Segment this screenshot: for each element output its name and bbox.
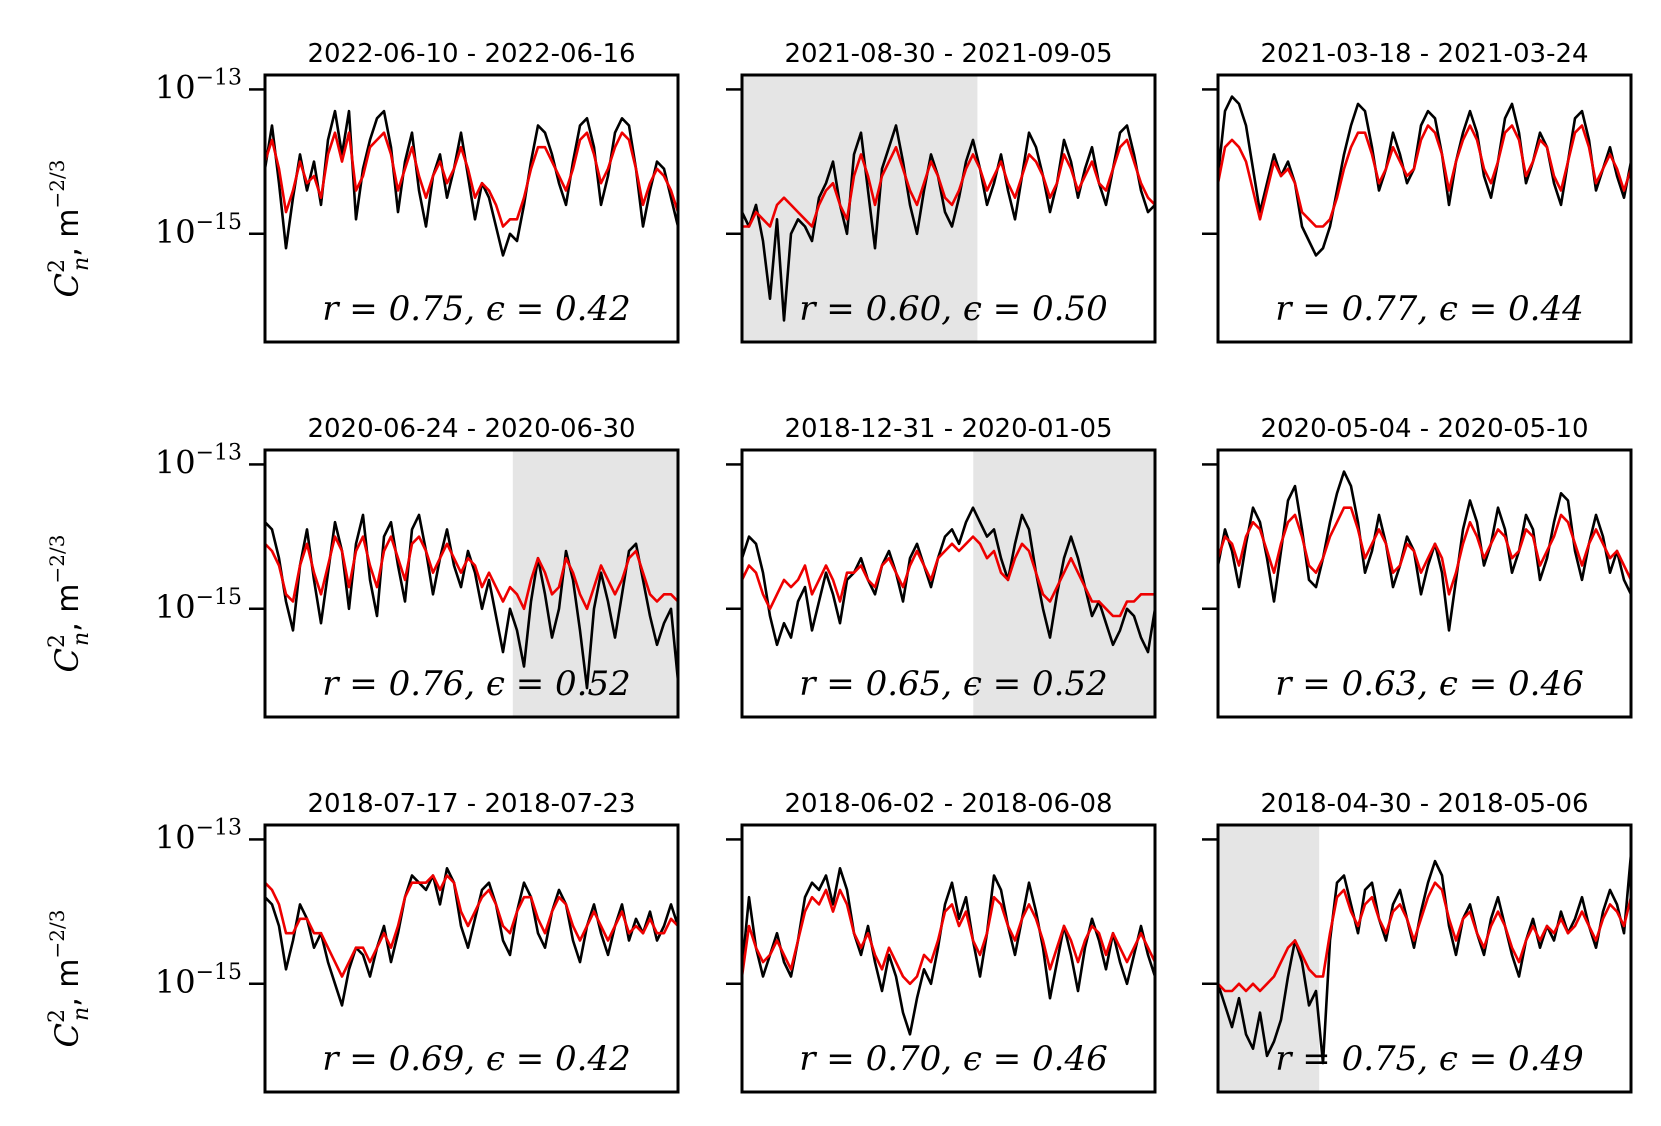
stat-annotation: r = 0.75, ϵ = 0.49 (1275, 1039, 1584, 1079)
y-tick-label: 10−15 (155, 585, 242, 626)
panel-3: 2021-03-18 - 2021-03-24 r = 0.77, ϵ = 0.4… (1202, 39, 1633, 344)
panel-1: 2022-06-10 - 2022-06-16 r = 0.75, ϵ = 0.4… (45, 39, 680, 344)
series-observed (742, 124, 1155, 322)
stat-annotation: r = 0.70, ϵ = 0.46 (799, 1039, 1108, 1079)
axes-frame (263, 823, 680, 1094)
stat-annotation: r = 0.77, ϵ = 0.44 (1275, 289, 1584, 329)
axes-frame (263, 73, 680, 344)
axes-frame (740, 448, 1157, 719)
panel-4: 2020-06-24 - 2020-06-30 r = 0.76, ϵ = 0.5… (45, 414, 680, 719)
y-tick-label: 10−13 (155, 815, 242, 856)
axes-frame (740, 823, 1157, 1094)
series-observed (265, 866, 678, 1007)
stat-annotation: r = 0.60, ϵ = 0.50 (799, 289, 1108, 329)
y-axis-label: C2n, m−2/3 (45, 535, 94, 673)
y-tick-label: 10−13 (155, 440, 242, 481)
axes-frame (1216, 823, 1633, 1094)
series-observed (742, 866, 1155, 1036)
panel-2: 2021-08-30 - 2021-09-05 r = 0.60, ϵ = 0.5… (726, 39, 1157, 344)
y-axis-label: C2n, m−2/3 (45, 910, 94, 1048)
panel-title: 2018-06-02 - 2018-06-08 (784, 789, 1112, 819)
stat-annotation: r = 0.63, ϵ = 0.46 (1275, 664, 1584, 704)
stat-annotation: r = 0.76, ϵ = 0.52 (322, 664, 631, 704)
panel-title: 2020-06-24 - 2020-06-30 (307, 414, 635, 444)
panel-title: 2018-07-17 - 2018-07-23 (307, 789, 635, 819)
y-tick-label: 10−15 (155, 960, 242, 1001)
y-tick-label: 10−15 (155, 210, 242, 251)
panel-title: 2021-03-18 - 2021-03-24 (1260, 39, 1588, 69)
series-predicted (265, 131, 678, 228)
series-predicted (1218, 506, 1631, 596)
series-observed (1218, 853, 1631, 1065)
series-predicted (265, 874, 678, 978)
axes-frame (1216, 448, 1633, 719)
series-predicted (1218, 881, 1631, 993)
axes-frame (263, 448, 680, 719)
panel-title: 2021-08-30 - 2021-09-05 (784, 39, 1112, 69)
panel-title: 2022-06-10 - 2022-06-16 (307, 39, 635, 69)
panel-5: 2018-12-31 - 2020-01-05 r = 0.65, ϵ = 0.5… (726, 414, 1157, 719)
y-axis-label: C2n, m−2/3 (45, 160, 94, 298)
panel-title: 2020-05-04 - 2020-05-10 (1260, 414, 1588, 444)
panel-9: 2018-04-30 - 2018-05-06 r = 0.75, ϵ = 0.4… (1202, 789, 1633, 1094)
series-predicted (742, 535, 1155, 618)
panel-7: 2018-07-17 - 2018-07-23 r = 0.69, ϵ = 0.4… (45, 789, 680, 1094)
axes-frame (1216, 73, 1633, 344)
series-predicted (265, 535, 678, 611)
series-predicted (1218, 124, 1631, 228)
stat-annotation: r = 0.69, ϵ = 0.42 (322, 1039, 631, 1079)
shaded-region (973, 450, 1155, 717)
axes-frame (740, 73, 1157, 344)
y-tick-label: 10−13 (155, 65, 242, 106)
panel-title: 2018-12-31 - 2020-01-05 (784, 414, 1112, 444)
series-predicted (742, 888, 1155, 986)
stat-annotation: r = 0.65, ϵ = 0.52 (799, 664, 1108, 704)
stat-annotation: r = 0.75, ϵ = 0.42 (322, 289, 631, 329)
series-predicted (742, 138, 1155, 228)
series-observed (1218, 95, 1631, 257)
panel-6: 2020-05-04 - 2020-05-10 r = 0.63, ϵ = 0.4… (1202, 414, 1633, 719)
panel-8: 2018-06-02 - 2018-06-08 r = 0.70, ϵ = 0.4… (726, 789, 1157, 1094)
series-observed (1218, 470, 1631, 632)
panel-title: 2018-04-30 - 2018-05-06 (1260, 789, 1588, 819)
